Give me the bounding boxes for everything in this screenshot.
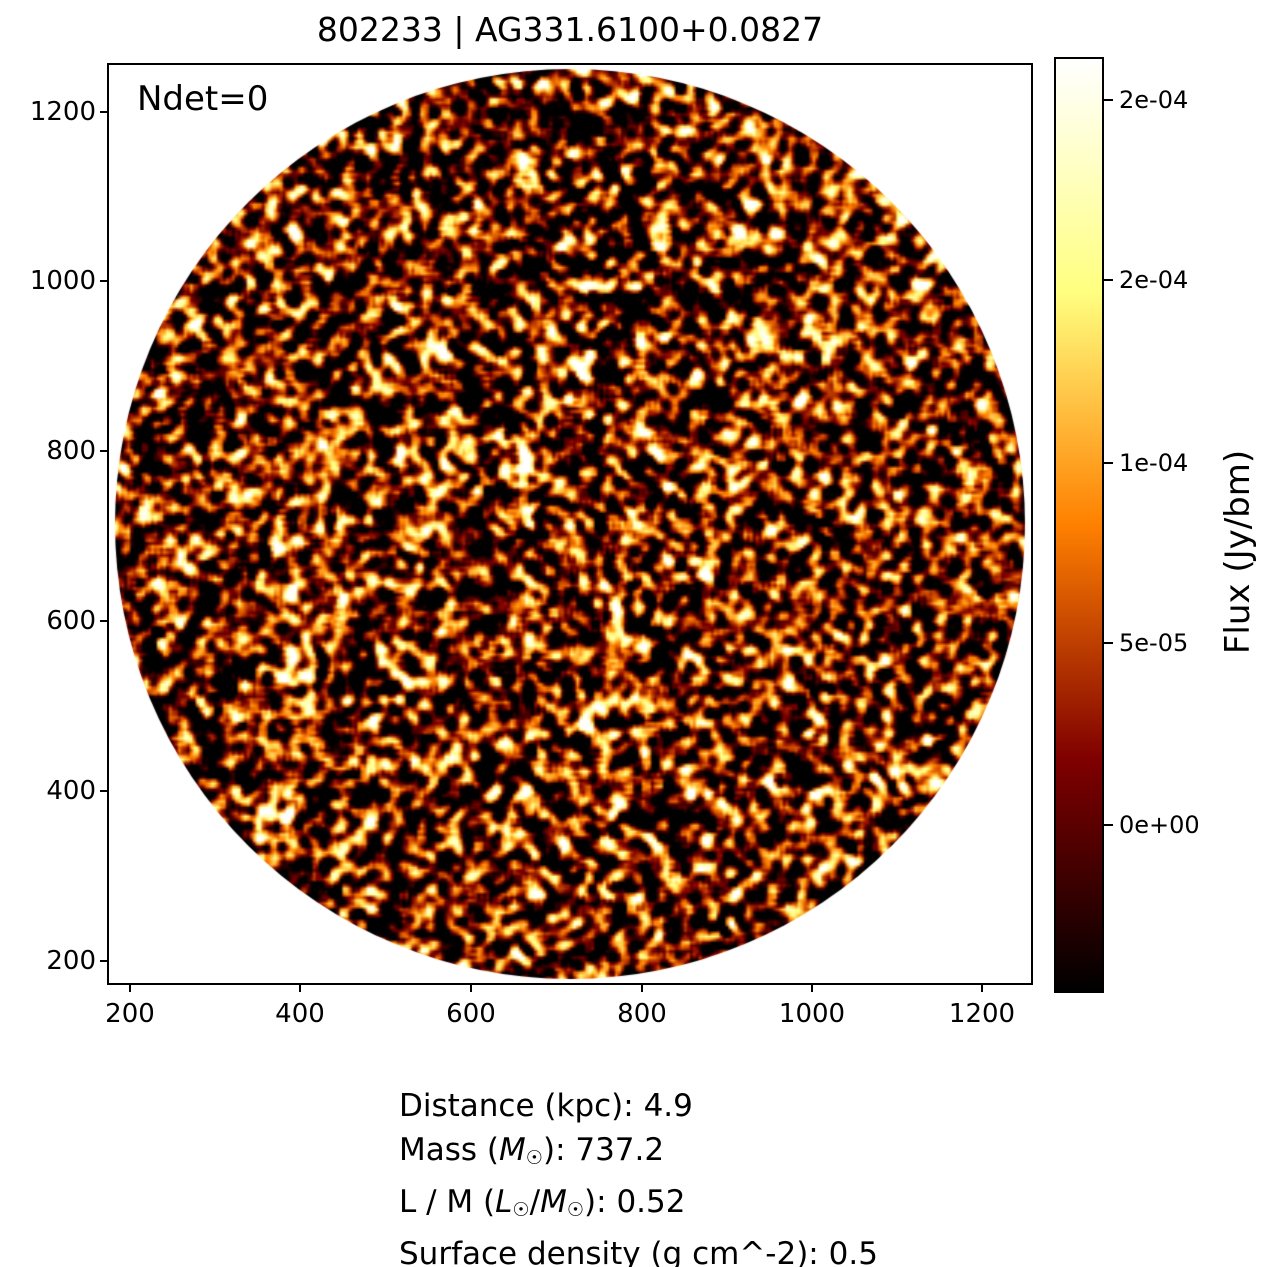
x-tick-mark (470, 983, 472, 992)
x-tick-label: 800 (617, 999, 667, 1029)
colorbar-tick-label: 0e+00 (1119, 811, 1200, 839)
x-tick-label: 200 (105, 999, 155, 1029)
y-tick-label: 800 (46, 436, 96, 466)
y-tick-mark (100, 790, 109, 792)
colorbar-tick-mark (1104, 462, 1113, 464)
colorbar (1054, 57, 1104, 993)
ndet-annotation: Ndet=0 (137, 79, 269, 119)
x-tick-mark (299, 983, 301, 992)
x-tick-mark (981, 983, 983, 992)
x-tick-mark (129, 983, 131, 992)
colorbar-tick-label: 5e-05 (1119, 629, 1189, 657)
map-canvas (109, 65, 1031, 983)
colorbar-tick-label: 2e-04 (1119, 86, 1189, 114)
info-line-mass: Mass (M☉): 737.2 (399, 1132, 665, 1170)
x-tick-label: 1200 (948, 999, 1016, 1029)
y-tick-mark (100, 111, 109, 113)
y-tick-label: 600 (46, 606, 96, 636)
y-tick-mark (100, 450, 109, 452)
sun-symbol: ☉ (525, 1146, 543, 1170)
y-tick-label: 1000 (29, 266, 96, 296)
x-tick-label: 1000 (778, 999, 846, 1029)
y-tick-label: 200 (46, 946, 96, 976)
colorbar-tick-label: 2e-04 (1119, 266, 1189, 294)
x-tick-mark (641, 983, 643, 992)
colorbar-tick-mark (1104, 824, 1113, 826)
info-line-surface-density: Surface density (g cm^-2): 0.5 (399, 1236, 878, 1267)
y-tick-label: 400 (46, 776, 96, 806)
y-tick-mark (100, 620, 109, 622)
plot-title: 802233 | AG331.6100+0.0827 (316, 10, 824, 49)
sun-symbol: ☉ (566, 1198, 585, 1222)
info-line-distance: Distance (kpc): 4.9 (399, 1088, 693, 1124)
colorbar-tick-mark (1104, 99, 1113, 101)
colorbar-axis-label: Flux (Jy/bm) (1218, 449, 1258, 655)
colorbar-tick-mark (1104, 642, 1113, 644)
x-tick-label: 400 (275, 999, 325, 1029)
info-line-luminosity-mass-ratio: L / M (L☉/M☉): 0.52 (399, 1184, 686, 1222)
colorbar-gradient (1056, 59, 1102, 991)
colorbar-tick-label: 1e-04 (1119, 449, 1189, 477)
x-tick-mark (811, 983, 813, 992)
colorbar-tick-mark (1104, 279, 1113, 281)
plot-area: Ndet=0 (107, 63, 1033, 985)
y-tick-mark (100, 280, 109, 282)
info-block: Distance (kpc): 4.9 Mass (M☉): 737.2 L /… (399, 1084, 878, 1267)
sun-symbol: ☉ (512, 1198, 530, 1222)
x-tick-label: 600 (446, 999, 496, 1029)
y-tick-label: 1200 (29, 97, 96, 127)
y-tick-mark (100, 960, 109, 962)
